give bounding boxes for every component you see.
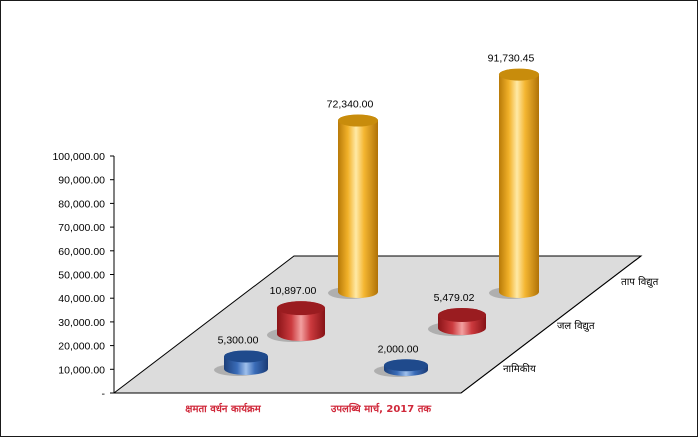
category-label-1: क्षमता वर्धन कार्यक्रम [185,402,261,415]
y-tick-label: - [102,388,106,400]
data-label: 5,300.00 [218,334,259,346]
y-tick-label: 70,000.00 [58,222,105,234]
y-tick-label: 60,000.00 [58,246,105,258]
bar-1-1 [428,308,486,336]
bar-top [277,301,325,316]
bar-1-0 [267,301,325,342]
data-label: 10,897.00 [270,285,317,297]
floor-right-edge [460,255,642,394]
data-label: 72,340.00 [327,99,374,111]
bar-top [224,350,268,363]
y-tick-label: 30,000.00 [58,317,105,329]
data-label: 91,730.45 [488,53,535,65]
bar-2-1 [489,68,539,299]
y-tick-label: 80,000.00 [58,198,105,210]
series-label-nuclear: नामिकीय [503,363,536,375]
bar-top [438,308,486,323]
y-tick-label: 50,000.00 [58,270,105,282]
y-tick-labels: - 10,000.00 20,000.00 30,000.00 40,000.00 50,… [52,151,114,400]
series-label-thermal: ताप विद्युत [621,276,659,288]
bar-top [338,114,378,127]
bar-2-0 [328,114,378,299]
bar-body [499,68,539,298]
y-tick-label: 90,000.00 [58,175,105,187]
y-tick-label: 40,000.00 [58,293,105,305]
bar-top [499,68,539,81]
category-label-2: उपलब्धि मार्च, 2017 तक [330,402,433,415]
y-tick-label: 20,000.00 [58,341,105,353]
bar-0-1 [374,359,428,377]
bars [214,68,539,377]
y-tick-label: 100,000.00 [52,151,105,163]
y-tick-label: 10,000.00 [58,364,105,376]
bar-body [338,114,378,299]
data-label: 2,000.00 [378,343,419,355]
bar-top [384,359,428,372]
bar-0-0 [214,350,268,376]
data-labels: 5,300.00 2,000.00 10,897.00 5,479.02 72,340.… [218,53,535,356]
data-label: 5,479.02 [434,292,475,304]
series-label-hydro: जल विद्युत [557,320,595,332]
